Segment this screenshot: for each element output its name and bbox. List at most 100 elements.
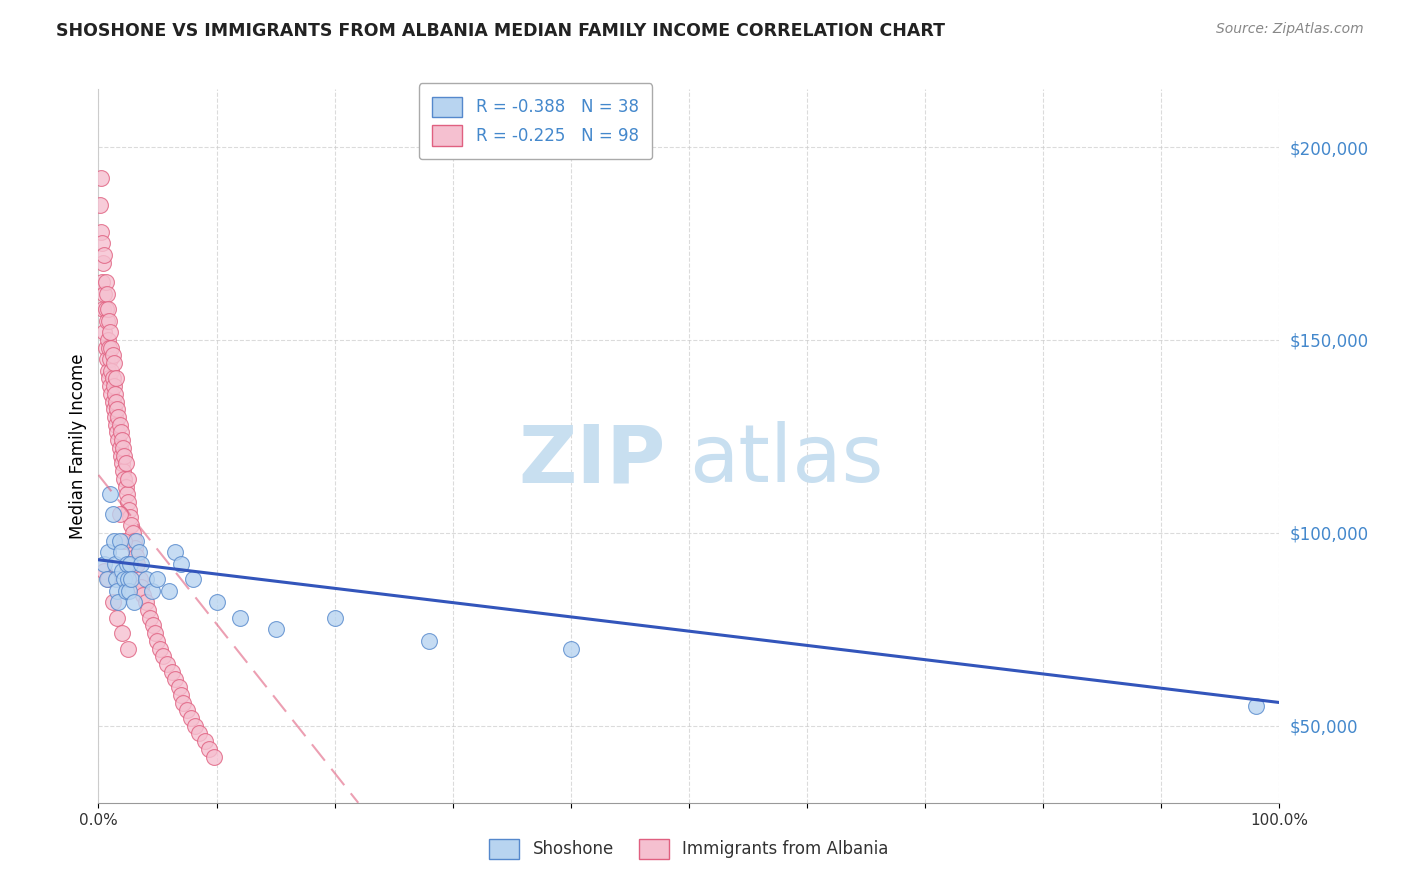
Point <box>118 583 141 598</box>
Point <box>143 626 166 640</box>
Point <box>418 633 440 648</box>
Point <box>97 572 120 586</box>
Point <box>170 688 193 702</box>
Point <box>121 525 143 540</box>
Point <box>184 719 207 733</box>
Point <box>112 572 135 586</box>
Point <box>122 595 145 609</box>
Point <box>125 533 148 548</box>
Point <box>91 275 114 289</box>
Point <box>98 371 121 385</box>
Point <box>101 507 124 521</box>
Point <box>97 545 120 559</box>
Point <box>117 641 139 656</box>
Point <box>114 583 136 598</box>
Point <box>114 456 136 470</box>
Text: Source: ZipAtlas.com: Source: ZipAtlas.com <box>1216 22 1364 37</box>
Point <box>117 572 139 586</box>
Point <box>264 622 287 636</box>
Point <box>176 703 198 717</box>
Point <box>1244 699 1267 714</box>
Point <box>141 583 163 598</box>
Point <box>91 301 114 316</box>
Point <box>89 198 111 212</box>
Point <box>97 364 120 378</box>
Point <box>142 618 165 632</box>
Point <box>97 301 120 316</box>
Point <box>107 595 129 609</box>
Point <box>101 595 124 609</box>
Point <box>91 256 114 270</box>
Point <box>112 533 135 548</box>
Point <box>105 371 128 385</box>
Point <box>103 533 125 548</box>
Point <box>167 680 190 694</box>
Point <box>121 572 143 586</box>
Point <box>108 441 131 455</box>
Point <box>96 352 118 367</box>
Point <box>146 572 169 586</box>
Legend: Shoshone, Immigrants from Albania: Shoshone, Immigrants from Albania <box>482 832 896 866</box>
Point <box>111 456 134 470</box>
Point <box>112 449 135 463</box>
Point <box>96 286 118 301</box>
Text: ZIP: ZIP <box>517 421 665 500</box>
Point <box>205 595 228 609</box>
Point <box>103 356 125 370</box>
Point <box>104 557 127 571</box>
Point <box>115 557 138 571</box>
Point <box>100 364 122 378</box>
Point <box>560 641 582 656</box>
Point <box>93 286 115 301</box>
Point <box>115 487 138 501</box>
Point <box>110 425 132 440</box>
Point <box>101 394 124 409</box>
Point <box>118 502 141 516</box>
Point <box>105 425 128 440</box>
Point <box>98 325 121 339</box>
Point <box>100 387 122 401</box>
Point <box>93 325 115 339</box>
Point <box>98 487 121 501</box>
Point <box>93 565 115 579</box>
Point <box>94 275 117 289</box>
Point <box>124 541 146 556</box>
Point <box>114 479 136 493</box>
Point <box>129 580 152 594</box>
Point <box>103 379 125 393</box>
Point <box>110 449 132 463</box>
Point <box>93 557 115 571</box>
Point <box>120 510 142 524</box>
Point <box>105 572 128 586</box>
Point <box>194 734 217 748</box>
Point <box>172 696 194 710</box>
Point <box>129 557 152 571</box>
Point <box>128 545 150 559</box>
Point <box>117 495 139 509</box>
Point <box>112 441 135 455</box>
Point <box>105 402 128 417</box>
Point <box>127 557 149 571</box>
Point <box>104 387 127 401</box>
Point <box>165 673 187 687</box>
Point <box>229 610 252 624</box>
Point <box>107 410 129 425</box>
Point <box>135 595 157 609</box>
Point <box>96 313 118 327</box>
Point <box>103 402 125 417</box>
Point <box>98 352 121 367</box>
Point <box>93 248 115 262</box>
Point <box>101 348 124 362</box>
Point <box>323 610 346 624</box>
Point <box>105 610 128 624</box>
Point <box>181 572 204 586</box>
Point <box>180 711 202 725</box>
Point <box>112 464 135 478</box>
Point <box>132 587 155 601</box>
Point <box>105 417 128 432</box>
Point <box>111 434 134 448</box>
Point <box>100 341 122 355</box>
Point <box>187 726 209 740</box>
Point <box>128 572 150 586</box>
Point <box>105 583 128 598</box>
